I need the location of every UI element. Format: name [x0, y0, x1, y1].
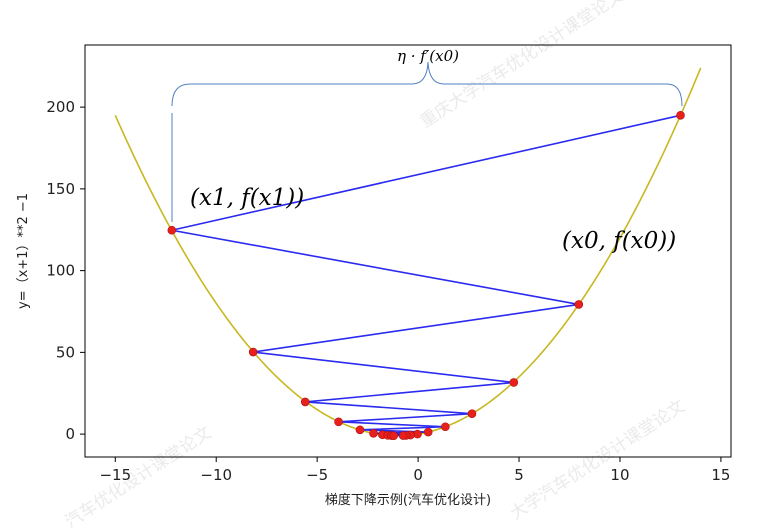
- y-tick-label: 0: [65, 425, 75, 443]
- iteration-point-6: [467, 409, 477, 418]
- x-tick-label: −5: [306, 466, 328, 484]
- x-tick-label: 10: [610, 466, 629, 484]
- y-tick-label: 50: [56, 343, 75, 361]
- iteration-point-7: [334, 417, 343, 427]
- step-annotation: η · f′(x0): [397, 47, 459, 65]
- x-tick-label: 15: [711, 466, 730, 484]
- iteration-point-8: [441, 422, 450, 432]
- iteration-point-1: [167, 225, 177, 235]
- iteration-point-12: [413, 429, 422, 439]
- step-brace: [171, 61, 683, 107]
- iteration-point-18: [398, 431, 408, 440]
- iteration-point-11: [369, 428, 378, 438]
- plot-frame: [84, 44, 732, 458]
- iteration-point-19: [389, 431, 398, 440]
- iteration-point-2: [574, 300, 584, 309]
- iteration-point-4: [509, 378, 519, 387]
- iteration-points: [167, 111, 685, 440]
- iteration-point-0: [676, 111, 685, 120]
- iteration-point-5: [300, 397, 310, 407]
- y-axis-label: y=（x+1）**2 −1: [16, 193, 31, 309]
- iteration-point-10: [423, 427, 433, 437]
- y-axis-ticks: 0 50 100 150 200: [46, 98, 85, 443]
- descent-path: [171, 114, 681, 437]
- x-tick-label: 5: [514, 466, 524, 484]
- iteration-point-9: [355, 425, 365, 435]
- point0-annotation: (x0, f(x0)): [562, 228, 676, 254]
- x-axis-ticks: −15 −10 −5 0 5 10 15: [99, 457, 730, 484]
- x-tick-label: −10: [200, 466, 232, 484]
- x-tick-label: 0: [413, 466, 423, 484]
- x-tick-label: −15: [99, 466, 131, 484]
- iteration-point-3: [248, 347, 258, 357]
- y-tick-label: 100: [46, 262, 75, 280]
- watermark-top-right: 重庆大学汽车优化设计课堂论文: [417, 0, 627, 132]
- point1-annotation: (x1, f(x1)): [190, 185, 304, 211]
- y-tick-label: 200: [46, 98, 75, 116]
- y-tick-label: 150: [46, 180, 75, 198]
- x-axis-label: 梯度下降示例(汽车优化设计): [325, 492, 491, 508]
- watermark-bottom-right: 大学汽车优化设计课堂论文: [507, 396, 689, 524]
